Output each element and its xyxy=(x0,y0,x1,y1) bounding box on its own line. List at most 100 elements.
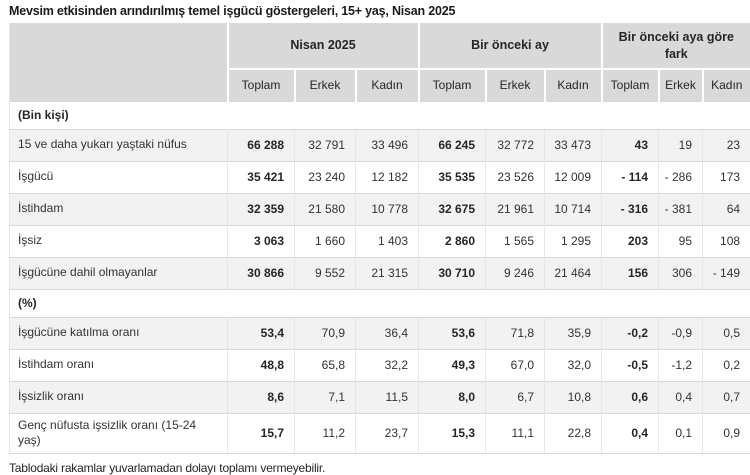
cell-value: 108 xyxy=(703,225,750,257)
cell-value: 0,9 xyxy=(703,413,750,453)
cell-value: 71,8 xyxy=(486,317,545,349)
table-header: Nisan 2025 Bir önceki ay Bir önceki aya … xyxy=(10,23,750,101)
subheader-erkek: Erkek xyxy=(659,69,703,101)
cell-value: 6,7 xyxy=(486,381,545,413)
cell-value: 53,4 xyxy=(228,317,295,349)
cell-value: - 316 xyxy=(602,193,659,225)
cell-value: 2 860 xyxy=(419,225,486,257)
row-label: İşgücüne dahil olmayanlar xyxy=(10,257,228,289)
row-label: 15 ve daha yukarı yaştaki nüfus xyxy=(10,129,228,161)
cell-value: 7,1 xyxy=(295,381,356,413)
column-group-row: Nisan 2025 Bir önceki ay Bir önceki aya … xyxy=(10,23,750,69)
labor-force-table: Nisan 2025 Bir önceki ay Bir önceki aya … xyxy=(9,23,750,454)
cell-value: 48,8 xyxy=(228,349,295,381)
cell-value: 15,3 xyxy=(419,413,486,453)
cell-value: 95 xyxy=(659,225,703,257)
cell-value: 67,0 xyxy=(486,349,545,381)
section-header-row: (Bin kişi) xyxy=(10,101,750,129)
cell-value: 0,5 xyxy=(703,317,750,349)
cell-value: -1,2 xyxy=(659,349,703,381)
cell-value: 9 246 xyxy=(486,257,545,289)
cell-value: 49,3 xyxy=(419,349,486,381)
subheader-toplam: Toplam xyxy=(419,69,486,101)
cell-value: 11,1 xyxy=(486,413,545,453)
cell-value: - 114 xyxy=(602,161,659,193)
cell-value: 21 464 xyxy=(545,257,602,289)
cell-value: 1 403 xyxy=(356,225,419,257)
cell-value: 12 009 xyxy=(545,161,602,193)
cell-value: -0,9 xyxy=(659,317,703,349)
cell-value: 10 778 xyxy=(356,193,419,225)
cell-value: 33 496 xyxy=(356,129,419,161)
cell-value: 19 xyxy=(659,129,703,161)
cell-value: 21 315 xyxy=(356,257,419,289)
cell-value: -0,5 xyxy=(602,349,659,381)
row-label: İşsiz xyxy=(10,225,228,257)
cell-value: 12 182 xyxy=(356,161,419,193)
table-row: Genç nüfusta işsizlik oranı (15-24 yaş)1… xyxy=(10,413,750,453)
cell-value: 23 526 xyxy=(486,161,545,193)
column-group-diff-previous-month: Bir önceki aya göre fark xyxy=(602,23,750,69)
cell-value: 30 710 xyxy=(419,257,486,289)
cell-value: 66 245 xyxy=(419,129,486,161)
cell-value: 22,8 xyxy=(545,413,602,453)
row-label: İstihdam oranı xyxy=(10,349,228,381)
cell-value: -0,2 xyxy=(602,317,659,349)
cell-value: 0,7 xyxy=(703,381,750,413)
cell-value: 1 295 xyxy=(545,225,602,257)
cell-value: 23 xyxy=(703,129,750,161)
cell-value: 36,4 xyxy=(356,317,419,349)
cell-value: 11,2 xyxy=(295,413,356,453)
cell-value: 10,8 xyxy=(545,381,602,413)
cell-value: 1 565 xyxy=(486,225,545,257)
subheader-kadin: Kadın xyxy=(545,69,602,101)
cell-value: 32 791 xyxy=(295,129,356,161)
cell-value: 1 660 xyxy=(295,225,356,257)
cell-value: - 286 xyxy=(659,161,703,193)
row-label: İstihdam xyxy=(10,193,228,225)
column-group-previous-month: Bir önceki ay xyxy=(419,23,602,69)
cell-value: 10 714 xyxy=(545,193,602,225)
cell-value: - 149 xyxy=(703,257,750,289)
cell-value: 35,9 xyxy=(545,317,602,349)
cell-value: 8,6 xyxy=(228,381,295,413)
cell-value: 32 772 xyxy=(486,129,545,161)
cell-value: 23 240 xyxy=(295,161,356,193)
cell-value: 65,8 xyxy=(295,349,356,381)
cell-value: 32,0 xyxy=(545,349,602,381)
cell-value: 15,7 xyxy=(228,413,295,453)
cell-value: 53,6 xyxy=(419,317,486,349)
cell-value: 0,1 xyxy=(659,413,703,453)
section-header-row: (%) xyxy=(10,289,750,317)
cell-value: 11,5 xyxy=(356,381,419,413)
cell-value: 43 xyxy=(602,129,659,161)
row-label: İşgücüne katılma oranı xyxy=(10,317,228,349)
row-label: İşsizlik oranı xyxy=(10,381,228,413)
page-title: Mevsim etkisinden arındırılmış temel işg… xyxy=(9,4,741,18)
row-label: Genç nüfusta işsizlik oranı (15-24 yaş) xyxy=(10,413,228,453)
row-label: İşgücü xyxy=(10,161,228,193)
cell-value: 173 xyxy=(703,161,750,193)
cell-value: 21 580 xyxy=(295,193,356,225)
subheader-kadin: Kadın xyxy=(356,69,419,101)
cell-value: 306 xyxy=(659,257,703,289)
cell-value: 33 473 xyxy=(545,129,602,161)
cell-value: 21 961 xyxy=(486,193,545,225)
subheader-toplam: Toplam xyxy=(602,69,659,101)
cell-value: 35 535 xyxy=(419,161,486,193)
cell-value: 30 866 xyxy=(228,257,295,289)
cell-value: 8,0 xyxy=(419,381,486,413)
cell-value: 66 288 xyxy=(228,129,295,161)
table-body: (Bin kişi)15 ve daha yukarı yaştaki nüfu… xyxy=(10,101,750,453)
cell-value: 32 359 xyxy=(228,193,295,225)
subheader-erkek: Erkek xyxy=(295,69,356,101)
cell-value: 35 421 xyxy=(228,161,295,193)
cell-value: 0,4 xyxy=(659,381,703,413)
